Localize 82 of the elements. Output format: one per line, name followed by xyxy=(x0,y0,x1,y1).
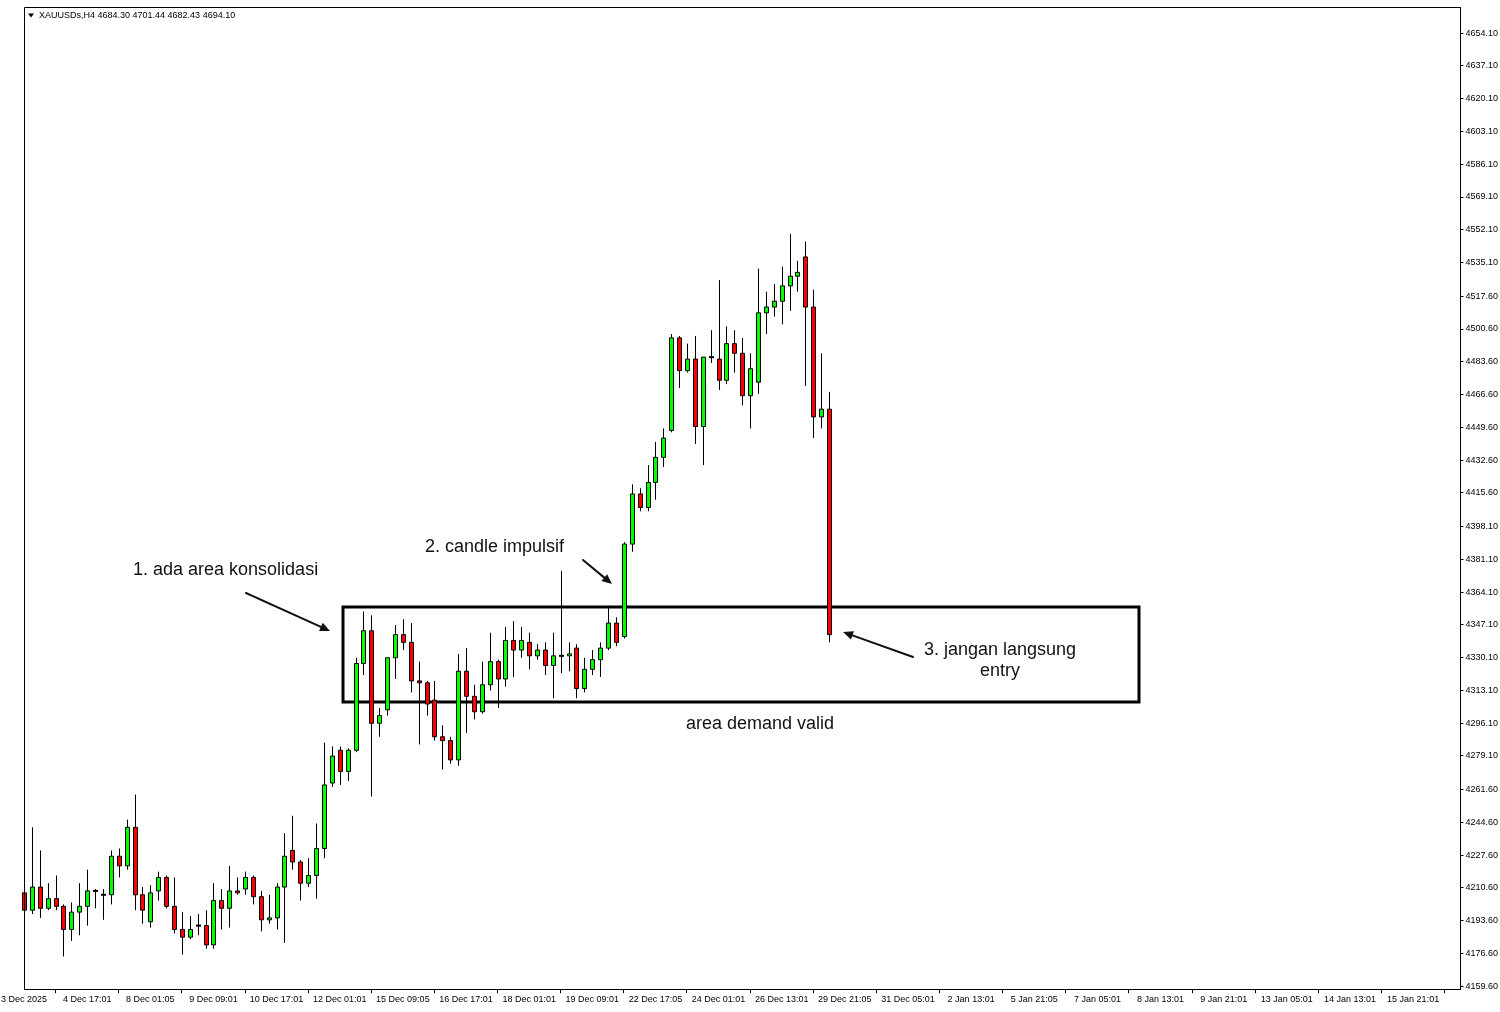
y-tick-label: 4552.10 xyxy=(1465,224,1499,235)
x-tick-label: 2 Jan 13:01 xyxy=(947,994,995,1005)
y-tick-label: 4193.60 xyxy=(1465,915,1499,926)
y-tick-label: 4500.60 xyxy=(1465,323,1499,334)
y-tick-label: 4381.10 xyxy=(1465,553,1499,564)
x-tick-label: 16 Dec 17:01 xyxy=(439,994,493,1005)
candlestick xyxy=(732,329,737,374)
x-tick-label: 9 Jan 21:01 xyxy=(1200,994,1248,1005)
y-tick-label: 4449.60 xyxy=(1465,421,1499,432)
x-tick-label: 26 Dec 13:01 xyxy=(754,994,809,1005)
chart-title: XAUUSDs,H4 4684.30 4701.44 4682.43 4694.10 xyxy=(39,9,236,20)
candlestick xyxy=(780,266,785,325)
candlestick xyxy=(314,822,319,900)
y-tick-label: 4517.60 xyxy=(1465,290,1499,301)
y-tick-label: 4535.10 xyxy=(1465,257,1499,268)
candlestick xyxy=(227,865,232,929)
x-tick-label: 8 Dec 01:05 xyxy=(126,994,175,1005)
candlestick xyxy=(401,618,406,651)
y-tick-label: 4313.10 xyxy=(1465,684,1499,695)
y-tick-label: 4244.60 xyxy=(1465,816,1499,827)
candlestick xyxy=(756,268,761,395)
x-tick-label: 14 Jan 13:01 xyxy=(1323,994,1376,1005)
y-tick-label: 4279.10 xyxy=(1465,750,1499,761)
y-tick-label: 4466.60 xyxy=(1465,389,1499,400)
x-tick-label: 15 Jan 21:01 xyxy=(1387,994,1440,1005)
candlestick xyxy=(803,241,808,387)
y-tick-label: 4620.10 xyxy=(1465,93,1499,104)
y-tick-label: 4176.60 xyxy=(1465,947,1499,958)
annotation: 3. jangan langsung entry xyxy=(923,638,1077,680)
candlestick xyxy=(85,869,90,927)
x-tick-label: 19 Dec 09:01 xyxy=(565,994,620,1005)
y-tick-label: 4603.10 xyxy=(1465,125,1499,136)
y-tick-label: 4415.60 xyxy=(1465,487,1499,498)
x-tick-label: 9 Dec 09:01 xyxy=(189,994,238,1005)
x-tick-label: 4 Dec 17:01 xyxy=(62,994,112,1005)
x-tick-label: 22 Dec 17:05 xyxy=(628,994,683,1005)
annotation: 2. candle impulsif xyxy=(425,535,566,556)
candlestick xyxy=(630,483,635,553)
x-tick-label: 18 Dec 01:01 xyxy=(502,994,556,1005)
x-tick-label: 7 Jan 05:01 xyxy=(1073,994,1121,1005)
x-tick-label: 29 Dec 21:05 xyxy=(818,994,872,1005)
candlestick xyxy=(306,857,311,888)
candlestick xyxy=(558,570,565,674)
candlestick xyxy=(140,886,145,925)
y-tick-label: 4432.60 xyxy=(1465,454,1499,465)
x-tick-label: 10 Dec 17:01 xyxy=(249,994,304,1005)
candlestick xyxy=(708,329,715,364)
candlestick xyxy=(219,888,224,930)
y-tick-label: 4586.10 xyxy=(1465,158,1499,169)
candlestick xyxy=(377,707,382,738)
candlestick xyxy=(195,913,202,936)
annotation: area demand valid xyxy=(685,712,835,733)
y-tick-label: 4261.60 xyxy=(1465,784,1499,795)
x-tick-label: 8 Jan 13:01 xyxy=(1137,994,1185,1005)
x-tick-label: 15 Dec 09:05 xyxy=(376,994,430,1005)
y-tick-label: 4296.10 xyxy=(1465,717,1499,728)
y-tick-label: 4398.10 xyxy=(1465,521,1499,532)
y-tick-label: 4637.10 xyxy=(1465,60,1499,71)
annotation: 1. ada area konsolidasi xyxy=(133,558,319,579)
y-tick-label: 4210.60 xyxy=(1465,882,1499,893)
candlestick xyxy=(100,888,107,921)
y-tick-label: 4483.60 xyxy=(1465,356,1499,367)
candlestick xyxy=(46,882,51,911)
x-tick-label: 12 Dec 01:01 xyxy=(312,994,367,1005)
x-tick-label: 13 Jan 05:01 xyxy=(1260,994,1313,1005)
y-tick-label: 4159.60 xyxy=(1465,980,1499,991)
candlestick xyxy=(590,649,595,676)
y-tick-label: 4569.10 xyxy=(1465,191,1499,202)
candlestick xyxy=(92,889,99,909)
y-tick-label: 4330.10 xyxy=(1465,652,1499,663)
x-tick-label: 24 Dec 01:01 xyxy=(691,994,746,1005)
x-tick-label: 3 Dec 2025 xyxy=(0,994,48,1005)
y-tick-label: 4654.10 xyxy=(1465,27,1499,38)
x-tick-label: 5 Jan 21:05 xyxy=(1010,994,1058,1005)
y-tick-label: 4227.60 xyxy=(1465,849,1499,860)
candlestick xyxy=(54,875,59,911)
candlestick xyxy=(369,614,374,797)
x-tick-label: 31 Dec 05:01 xyxy=(881,994,935,1005)
y-tick-label: 4347.10 xyxy=(1465,619,1499,630)
candlestick xyxy=(724,325,729,385)
candlestick xyxy=(551,632,556,699)
y-tick-label: 4364.10 xyxy=(1465,586,1499,597)
